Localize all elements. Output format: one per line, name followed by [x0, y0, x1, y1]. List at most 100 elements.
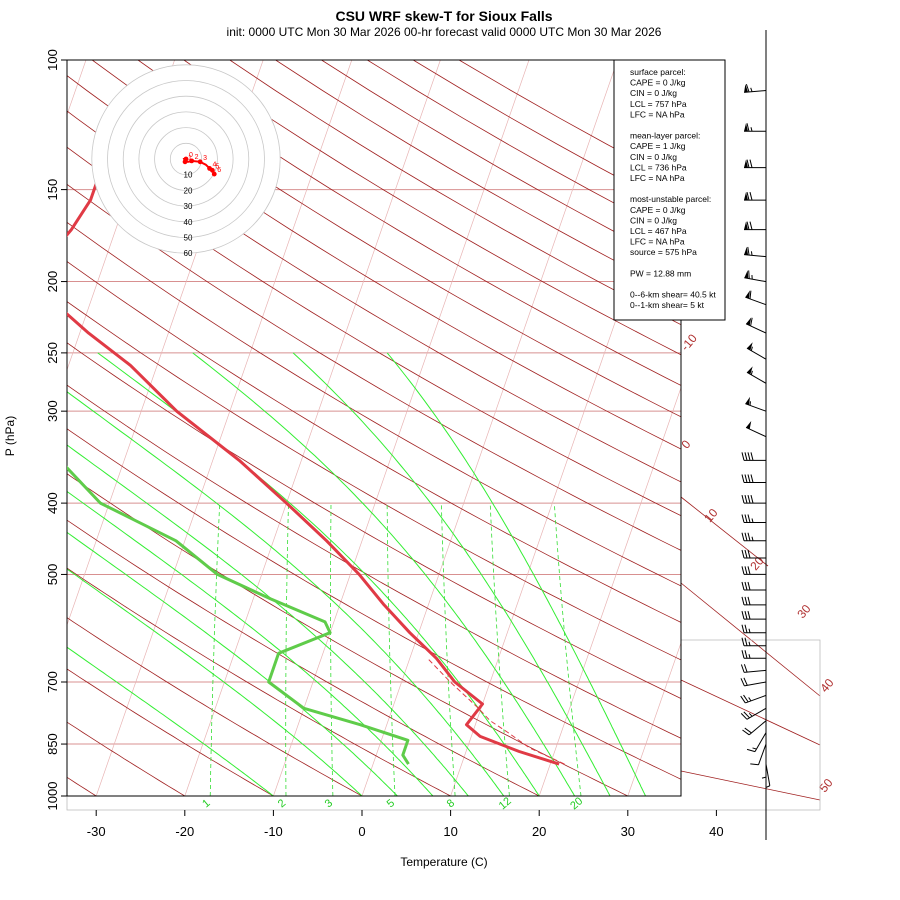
barb-flag — [741, 452, 745, 461]
barb-staff — [744, 90, 767, 93]
wind-barb — [741, 581, 766, 591]
info-line: CAPE = 0 J/kg — [630, 78, 686, 88]
plot-frame — [66, 59, 682, 797]
y-tick-label: 400 — [45, 492, 60, 514]
barb-half-flag — [748, 641, 751, 646]
hodograph-point-label: 5 — [215, 163, 219, 170]
dry-adiabat — [67, 617, 363, 796]
barb-flag — [744, 452, 748, 461]
barb-flag — [744, 610, 748, 620]
barb-flag — [741, 532, 745, 541]
hodograph-ring — [91, 64, 281, 254]
hodograph-point-label: 0 — [189, 152, 193, 159]
info-line: most-unstable parcel: — [630, 194, 711, 204]
barb-flag — [744, 637, 748, 646]
wind-barb — [741, 650, 766, 659]
wind-barb — [741, 474, 766, 483]
barb-flag — [741, 650, 745, 659]
barb-pennant — [744, 84, 749, 93]
mixing-ratio-line — [386, 503, 396, 796]
mixing-ratio-line — [489, 503, 510, 796]
chart-subtitle: init: 0000 UTC Mon 30 Mar 2026 00-hr for… — [227, 25, 662, 39]
barb-flag — [741, 566, 745, 575]
barb-flag — [743, 664, 748, 673]
wind-barb — [741, 566, 766, 575]
info-line: PW = 12.88 mm — [630, 268, 691, 278]
barb-half-flag — [765, 785, 771, 788]
barb-staff — [745, 694, 767, 704]
barb-flag — [740, 695, 746, 704]
barb-half-flag — [748, 697, 752, 702]
dry-adiabat — [67, 260, 681, 623]
barb-flag — [746, 748, 756, 753]
barb-half-flag — [750, 127, 753, 132]
barb-flag — [741, 596, 745, 606]
info-line: mean-layer parcel: — [630, 131, 700, 141]
moist-adiabat — [386, 352, 646, 796]
x-tick-label: 0 — [358, 824, 365, 839]
wind-barb — [744, 246, 767, 258]
info-line: CAPE = 1 J/kg — [630, 141, 686, 151]
isotherm-label: 50 — [816, 776, 836, 795]
profiles — [67, 90, 565, 766]
y-tick-label: 300 — [45, 400, 60, 422]
dry-adiabat — [67, 221, 681, 587]
isotherm-extension — [680, 582, 821, 697]
info-line: LCL = 736 hPa — [630, 162, 687, 172]
info-line: LFC = NA hPa — [630, 109, 685, 119]
barb-half-flag — [748, 654, 751, 659]
info-line: LCL = 757 hPa — [630, 99, 687, 109]
dry-adiabat — [67, 75, 681, 450]
dry-adiabat — [67, 721, 186, 796]
barb-staff — [744, 669, 767, 673]
dry-adiabat — [275, 60, 681, 296]
barb-staff — [745, 296, 767, 306]
dry-adiabat — [67, 342, 681, 700]
wind-barb — [745, 396, 767, 412]
wind-barb — [744, 159, 766, 169]
barb-flag — [747, 514, 751, 523]
isotherm-extensions — [66, 496, 821, 811]
barb-flag — [744, 566, 748, 575]
dry-adiabat — [67, 428, 681, 780]
x-tick-label: -10 — [264, 824, 283, 839]
wind-barb — [761, 755, 767, 779]
mixing-ratio-label: 2 — [276, 797, 288, 810]
barb-flag — [740, 678, 745, 687]
wind-barb — [741, 532, 766, 542]
barb-flag — [743, 677, 748, 686]
barb-pennant — [746, 366, 753, 375]
barb-staff — [745, 403, 767, 412]
dry-adiabat — [67, 110, 681, 483]
barb-flag — [746, 159, 750, 168]
info-line: 0--1-km shear= 5 kt — [630, 300, 705, 310]
wind-barb — [745, 317, 767, 334]
wind-barb — [750, 743, 767, 766]
y-tick-label: 1000 — [45, 782, 60, 811]
barb-pennant — [744, 221, 748, 230]
wind-barb — [742, 720, 767, 736]
wind-barb — [746, 366, 767, 384]
hodograph-ring — [138, 111, 234, 207]
wind-barb — [745, 290, 767, 306]
y-tick-label: 150 — [45, 179, 60, 201]
hodograph-point-label: 6 — [217, 167, 221, 174]
mixing-ratio-label: 1 — [200, 797, 212, 810]
hodograph-point — [197, 159, 203, 165]
barb-flag — [740, 713, 748, 720]
info-line: LCL = 467 hPa — [630, 226, 687, 236]
hodograph-ring-label: 60 — [184, 249, 193, 258]
y-tick-label: 500 — [45, 564, 60, 586]
barb-flag — [747, 532, 751, 541]
dry-adiabat — [321, 60, 681, 268]
barb-half-flag — [748, 628, 751, 633]
barb-flag — [744, 624, 748, 633]
moist-adiabat — [67, 568, 363, 796]
wind-barb — [740, 694, 767, 704]
barb-flag — [749, 221, 753, 230]
wind-barb — [741, 596, 766, 606]
barb-staff — [748, 720, 767, 736]
